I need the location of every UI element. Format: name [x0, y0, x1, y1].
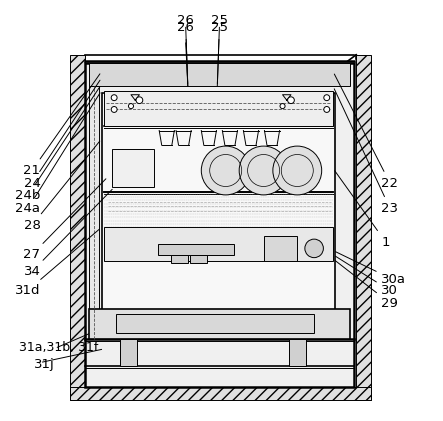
Circle shape	[324, 107, 330, 112]
Text: 27: 27	[23, 179, 106, 261]
Text: 23: 23	[334, 89, 399, 215]
Bar	[190, 255, 207, 263]
Bar	[89, 63, 350, 86]
Text: 29: 29	[335, 261, 398, 309]
Circle shape	[324, 95, 330, 101]
Circle shape	[128, 104, 133, 109]
Circle shape	[273, 146, 322, 195]
Bar	[89, 309, 350, 339]
Text: 24a: 24a	[16, 93, 100, 215]
Text: 1: 1	[334, 171, 390, 248]
Text: 26: 26	[177, 21, 194, 83]
Bar	[85, 63, 354, 387]
Bar	[104, 91, 333, 126]
Circle shape	[111, 107, 117, 112]
Bar	[70, 387, 371, 400]
Bar	[289, 339, 306, 366]
Bar	[70, 55, 85, 400]
Circle shape	[280, 104, 285, 109]
Text: 21: 21	[23, 74, 100, 177]
Bar	[101, 93, 335, 330]
Text: 24: 24	[23, 80, 100, 189]
Bar	[356, 55, 371, 400]
Circle shape	[305, 239, 323, 258]
Text: 30a: 30a	[335, 252, 407, 286]
Bar	[89, 86, 99, 339]
Circle shape	[288, 97, 294, 104]
Text: 26: 26	[177, 14, 194, 27]
Text: 31a,31b, 31f: 31a,31b, 31f	[19, 341, 99, 354]
Text: 25: 25	[211, 14, 228, 27]
Text: 30: 30	[335, 256, 398, 297]
Bar	[112, 149, 154, 187]
Text: 22: 22	[334, 74, 399, 189]
Circle shape	[111, 95, 117, 101]
Text: 34: 34	[23, 189, 112, 278]
Text: 28: 28	[23, 141, 100, 232]
Text: 31j: 31j	[34, 358, 55, 370]
Bar	[158, 244, 234, 255]
Bar	[171, 255, 188, 263]
Circle shape	[239, 146, 288, 195]
Bar	[264, 236, 297, 261]
Bar	[104, 227, 333, 261]
Bar	[116, 314, 314, 333]
Circle shape	[201, 146, 250, 195]
Text: 24b: 24b	[15, 87, 100, 202]
Text: 25: 25	[211, 21, 228, 83]
Circle shape	[136, 97, 143, 104]
Bar	[120, 339, 137, 366]
Text: 31d: 31d	[15, 229, 99, 297]
